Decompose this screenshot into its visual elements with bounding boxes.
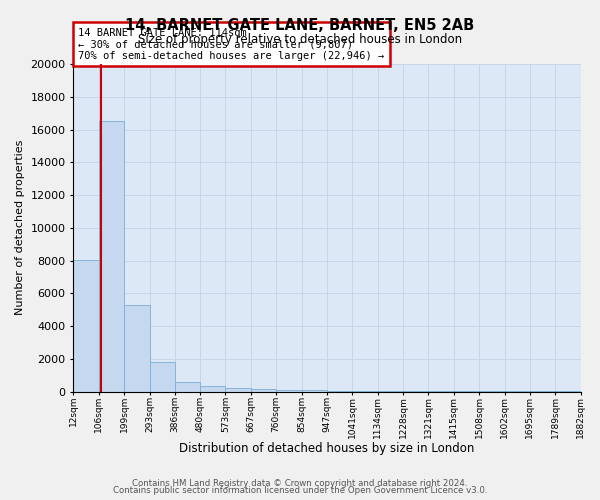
Bar [200,386,226,392]
Bar [175,382,200,392]
Bar [327,390,352,392]
Y-axis label: Number of detached properties: Number of detached properties [15,140,25,316]
Bar [377,391,403,392]
Bar [226,388,251,392]
Bar [276,390,302,392]
Bar [73,260,99,392]
Text: Contains public sector information licensed under the Open Government Licence v3: Contains public sector information licen… [113,486,487,495]
Text: Size of property relative to detached houses in London: Size of property relative to detached ho… [138,32,462,46]
Bar [149,362,175,392]
Text: Contains HM Land Registry data © Crown copyright and database right 2024.: Contains HM Land Registry data © Crown c… [132,478,468,488]
Bar [99,120,124,392]
Text: 14, BARNET GATE LANE, BARNET, EN5 2AB: 14, BARNET GATE LANE, BARNET, EN5 2AB [125,18,475,32]
Text: 14 BARNET GATE LANE: 114sqm
← 30% of detached houses are smaller (9,807)
70% of : 14 BARNET GATE LANE: 114sqm ← 30% of det… [79,28,385,60]
X-axis label: Distribution of detached houses by size in London: Distribution of detached houses by size … [179,442,475,455]
Bar [352,390,377,392]
Bar [251,389,276,392]
Bar [302,390,327,392]
Bar [124,304,149,392]
